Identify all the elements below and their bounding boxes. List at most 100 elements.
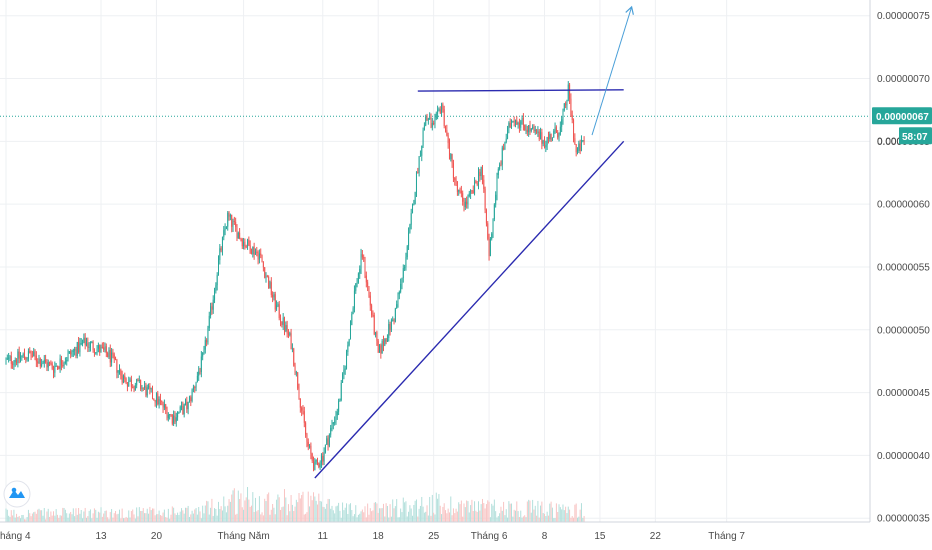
volume-bar bbox=[569, 509, 571, 522]
volume-bar bbox=[310, 495, 312, 522]
candle bbox=[278, 301, 280, 321]
volume-bar bbox=[185, 507, 187, 522]
candle bbox=[285, 321, 287, 333]
candle bbox=[327, 435, 329, 451]
candle-body bbox=[414, 191, 416, 205]
candle bbox=[158, 396, 160, 409]
candle bbox=[570, 93, 572, 117]
volume-bar bbox=[82, 518, 84, 522]
candle bbox=[431, 117, 433, 131]
candle-body bbox=[352, 308, 354, 314]
candle-body bbox=[171, 414, 173, 424]
candle bbox=[454, 177, 456, 186]
candle bbox=[133, 385, 135, 393]
candle-body bbox=[233, 221, 235, 223]
candle bbox=[437, 105, 439, 120]
drawing-annotations[interactable] bbox=[314, 5, 634, 479]
volume-bar bbox=[507, 517, 509, 522]
candle bbox=[8, 352, 10, 363]
x-axis[interactable]: háng 4 13 20 Tháng Năm 11 18 25 Tháng 6 8 15 22 Thá… bbox=[0, 531, 745, 542]
candle bbox=[71, 349, 73, 357]
candle bbox=[181, 401, 183, 411]
volume-bar bbox=[293, 510, 295, 522]
candle-body bbox=[443, 109, 445, 127]
candle-body bbox=[363, 257, 365, 259]
candle bbox=[9, 354, 11, 361]
volume-bar bbox=[278, 497, 280, 522]
candle-body bbox=[47, 362, 49, 368]
candle bbox=[499, 162, 501, 171]
volume-bar bbox=[270, 509, 272, 522]
candle bbox=[16, 358, 18, 366]
volume-bar bbox=[452, 508, 454, 522]
volume-bar bbox=[136, 507, 138, 522]
candle-body bbox=[225, 226, 227, 229]
candle bbox=[274, 291, 276, 313]
volume-bar bbox=[55, 509, 57, 522]
candle bbox=[60, 355, 62, 371]
volume-bar bbox=[524, 515, 526, 522]
volume-bar bbox=[359, 513, 361, 522]
tradingview-logo-icon[interactable] bbox=[3, 480, 31, 508]
volume-bar bbox=[545, 516, 547, 522]
candle-body bbox=[394, 308, 396, 322]
candle bbox=[485, 208, 487, 227]
candle-body bbox=[532, 126, 534, 129]
volume-bar bbox=[178, 514, 180, 522]
candle bbox=[339, 398, 341, 402]
volume-bar bbox=[425, 511, 427, 522]
candle-body bbox=[26, 358, 28, 360]
candle-body bbox=[512, 121, 514, 123]
candle bbox=[196, 371, 198, 383]
candle-body bbox=[478, 171, 480, 185]
volume-bar bbox=[116, 514, 118, 522]
candle-body bbox=[104, 346, 106, 350]
volume-bar bbox=[26, 516, 28, 522]
volume-bar bbox=[198, 506, 200, 522]
volume-bar bbox=[349, 503, 351, 522]
candle bbox=[419, 150, 421, 157]
candle-body bbox=[530, 128, 532, 131]
volume-bar bbox=[521, 517, 523, 522]
candle-body bbox=[380, 345, 382, 354]
volume-bar bbox=[217, 501, 219, 522]
volume-bar bbox=[309, 506, 311, 522]
candle-body bbox=[165, 404, 167, 409]
candle-body bbox=[66, 359, 68, 362]
candle bbox=[14, 357, 16, 367]
volume-bar bbox=[500, 506, 502, 522]
candle-body bbox=[377, 340, 379, 353]
candle-body bbox=[115, 359, 117, 361]
candle-body bbox=[418, 156, 420, 173]
volume-bar bbox=[47, 508, 49, 522]
candle bbox=[532, 124, 534, 130]
candle bbox=[301, 406, 303, 417]
volume-bar bbox=[194, 509, 196, 522]
volume-bar bbox=[481, 498, 483, 522]
candle-body bbox=[555, 127, 557, 133]
candle bbox=[566, 99, 568, 110]
candle-body bbox=[306, 434, 308, 442]
volume-bar bbox=[433, 512, 435, 522]
volume-bar bbox=[229, 501, 231, 522]
candle bbox=[455, 176, 457, 187]
candle bbox=[338, 398, 340, 416]
volume-bar bbox=[504, 515, 506, 522]
volume-bar bbox=[240, 493, 242, 522]
candle bbox=[20, 352, 22, 363]
volume-bar bbox=[243, 509, 245, 522]
volume-bar bbox=[577, 517, 579, 522]
candle bbox=[27, 348, 29, 362]
volume-bar bbox=[202, 505, 204, 522]
candle bbox=[22, 352, 24, 358]
candle-body bbox=[42, 363, 44, 365]
volume-bar bbox=[258, 496, 260, 522]
x-tick-label: 11 bbox=[318, 531, 329, 542]
volume-bar bbox=[241, 507, 243, 522]
volume-bar bbox=[252, 492, 254, 522]
candle bbox=[346, 349, 348, 370]
candle bbox=[100, 344, 102, 353]
volume-bar bbox=[487, 500, 489, 522]
volume-bar bbox=[516, 501, 518, 522]
